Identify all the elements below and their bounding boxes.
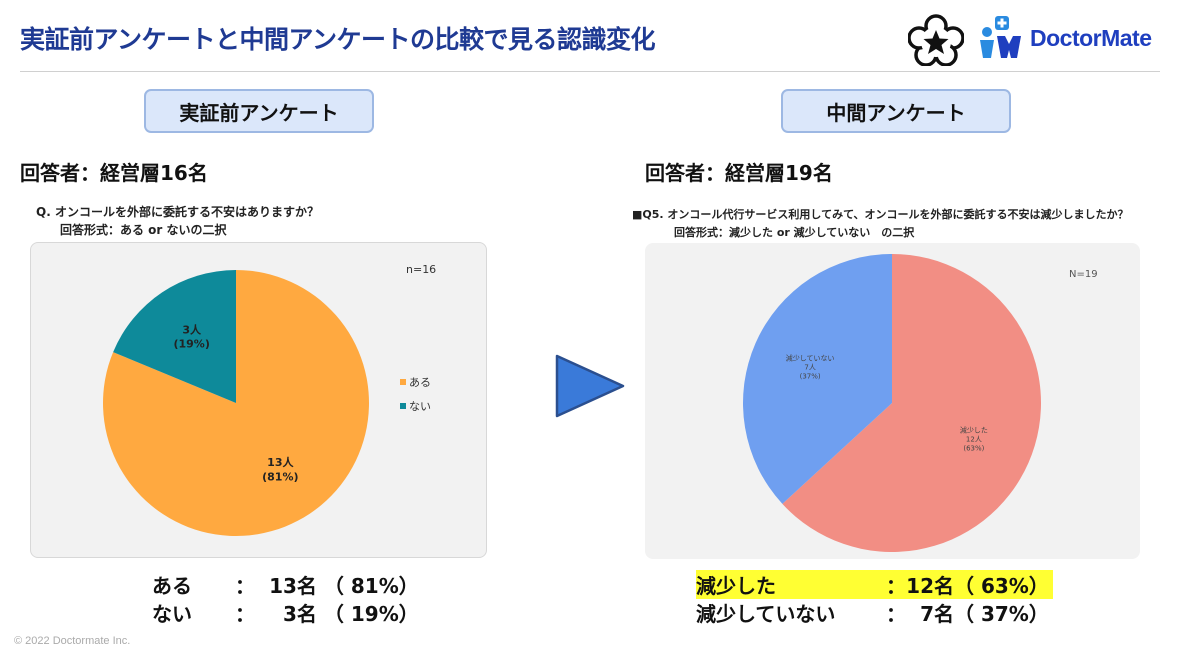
pie-data-label: 減少していない 7人(37%) <box>786 353 835 380</box>
summary-pct: （ 37%） <box>954 602 1049 626</box>
summary-count: 12名 <box>906 574 954 598</box>
right-summary-row-2: 減少していない ： 7名（ 37%） <box>696 598 1049 627</box>
right-pie-chart: N=19 減少した 12人(63%) 減少していない 7人(37%) <box>743 254 1098 552</box>
summary-sep: ： <box>234 602 255 626</box>
flower-logo-icon <box>907 14 965 67</box>
summary-label: ない <box>152 602 192 626</box>
summary-sep: ： <box>234 574 255 598</box>
left-chart-panel: n=16 13人(81%) 3人(19%) あるない <box>30 242 487 558</box>
left-n-label: n=16 <box>406 263 436 276</box>
arrow-right-icon <box>553 352 628 420</box>
summary-sep: ： <box>886 602 906 626</box>
pie-slice-1 <box>782 254 1041 552</box>
right-question: ■Q5. オンコール代行サービス利用してみて、オンコールを外部に委託する不安は減… <box>632 208 1129 221</box>
left-section-heading: 実証前アンケート <box>144 89 374 133</box>
legend-swatch <box>400 403 406 409</box>
summary-pct: （ 81%） <box>323 574 419 598</box>
header-divider <box>20 71 1160 72</box>
right-respondents: 回答者：経営層19名 <box>645 161 833 185</box>
right-n-label: N=19 <box>1069 269 1098 280</box>
right-section-heading: 中間アンケート <box>781 89 1011 133</box>
left-answer-format: 回答形式：ある or ないの二択 <box>60 223 227 237</box>
pie-data-label: 13人(81%) <box>262 455 298 483</box>
left-summary-row-2: ない ： 3名 （ 19%） <box>152 598 419 627</box>
summary-count: 13名 <box>269 574 317 598</box>
pie-data-label: 3人(19%) <box>173 322 209 350</box>
pie-slice-2 <box>743 254 892 504</box>
copyright-text: © 2022 Doctormate Inc. <box>14 635 131 647</box>
right-summary-row-1: 減少した ：12名（ 63%） <box>696 570 1053 599</box>
pie-slice-2 <box>113 270 236 403</box>
right-answer-format: 回答形式：減少した or 減少していない の二択 <box>674 226 915 239</box>
summary-pct: （ 19%） <box>323 602 419 626</box>
summary-sep: ： <box>886 574 906 598</box>
right-chart-panel: N=19 減少した 12人(63%) 減少していない 7人(37%) <box>645 243 1140 559</box>
summary-pct: （ 63%） <box>954 574 1049 598</box>
summary-label: 減少した <box>696 574 776 598</box>
summary-label: ある <box>152 574 192 598</box>
left-summary-row-1: ある ： 13名 （ 81%） <box>152 570 419 599</box>
legend-label: ある <box>409 376 431 389</box>
summary-label: 減少していない <box>696 602 836 626</box>
legend-swatch <box>400 379 406 385</box>
legend-label: ない <box>409 400 431 413</box>
pie-data-label: 減少した 12人(63%) <box>960 425 988 452</box>
left-respondents: 回答者：経営層16名 <box>20 161 208 185</box>
doctormate-mark-icon <box>975 14 1027 62</box>
left-question: Q. オンコールを外部に委託する不安はありますか？ <box>36 205 319 219</box>
doctormate-logo-text: DoctorMate <box>1030 25 1152 51</box>
summary-count: 7名 <box>920 602 954 626</box>
slide-title: 実証前アンケートと中間アンケートの比較で見る認識変化 <box>20 25 656 54</box>
summary-highlight: 減少した ：12名（ 63%） <box>696 570 1053 599</box>
summary-count: 3名 <box>283 602 317 626</box>
